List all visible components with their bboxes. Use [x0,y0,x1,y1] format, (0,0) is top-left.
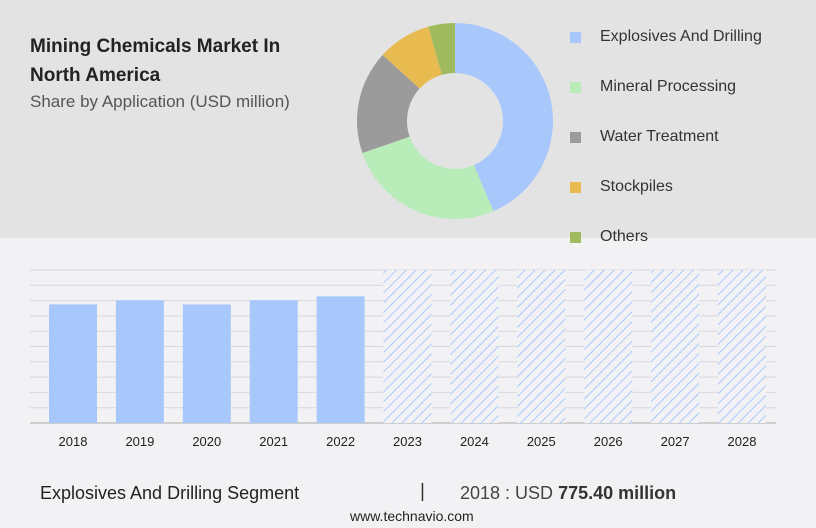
legend-swatch [570,231,581,243]
x-tick-label: 2019 [125,434,154,449]
legend-swatch [570,81,581,93]
donut-slice-water-treatment [357,54,420,154]
donut-slice-others [428,23,455,75]
donut-chart [357,23,553,219]
bar-2019 [115,300,164,423]
site-url: www.technavio.com [350,508,474,524]
segment-label: Explosives And Drilling Segment [40,483,300,503]
bar-forecast-2026 [584,270,633,423]
x-tick-label: 2021 [259,434,288,449]
bar-forecast-2028 [718,270,766,423]
legend-item: Explosives And Drilling [570,12,762,62]
legend-swatch [570,131,581,143]
bar-2020 [182,304,231,423]
legend-swatch [570,31,581,43]
legend-label: Others [600,228,649,245]
x-tick-label: 2028 [728,434,757,449]
donut-slice-stockpiles [382,26,442,89]
bar-forecast-2027 [651,270,700,423]
x-tick-label: 2022 [326,434,355,449]
legend-label: Stockpiles [600,178,673,195]
x-tick-label: 2026 [594,434,623,449]
bar-forecast-2023 [383,270,432,423]
x-tick-label: 2024 [460,434,489,449]
page-subtitle: Share by Application (USD million) [30,92,290,111]
legend-item: Mineral Processing [570,62,762,112]
x-tick-label: 2018 [59,434,88,449]
legend-swatch [570,181,581,193]
donut-slice-mineral-processing [362,136,494,219]
x-tick-label: 2020 [192,434,221,449]
bar-2018 [49,304,97,423]
x-tick-label: 2023 [393,434,422,449]
legend-item: Stockpiles [570,162,762,212]
year-label: 2018 : USD [460,483,554,503]
legend-label: Mineral Processing [600,78,737,95]
separator: | [420,481,425,502]
legend-item: Water Treatment [570,112,762,162]
x-tick-label: 2025 [527,434,556,449]
bar-2021 [249,300,298,423]
donut-slice-explosives-and-drilling [455,23,553,212]
segment-value: 2018 : USD 775.40 million [460,483,676,504]
legend-item: Others [570,212,762,262]
bar-forecast-2025 [517,270,566,423]
bar-2022 [316,296,365,423]
bar-forecast-2024 [450,270,499,423]
value-amount: 775.40 million [558,483,677,503]
page-title: Mining Chemicals Market In North America [30,36,281,86]
legend-label: Explosives And Drilling [600,28,762,45]
x-tick-label: 2027 [661,434,690,449]
legend-label: Water Treatment [600,128,719,145]
bar-chart: 2018 2019 2020 2021 2022 2023 2024 2025 2026 2027… [30,269,776,449]
legend: Explosives And Drilling Mineral Processin… [570,12,762,262]
